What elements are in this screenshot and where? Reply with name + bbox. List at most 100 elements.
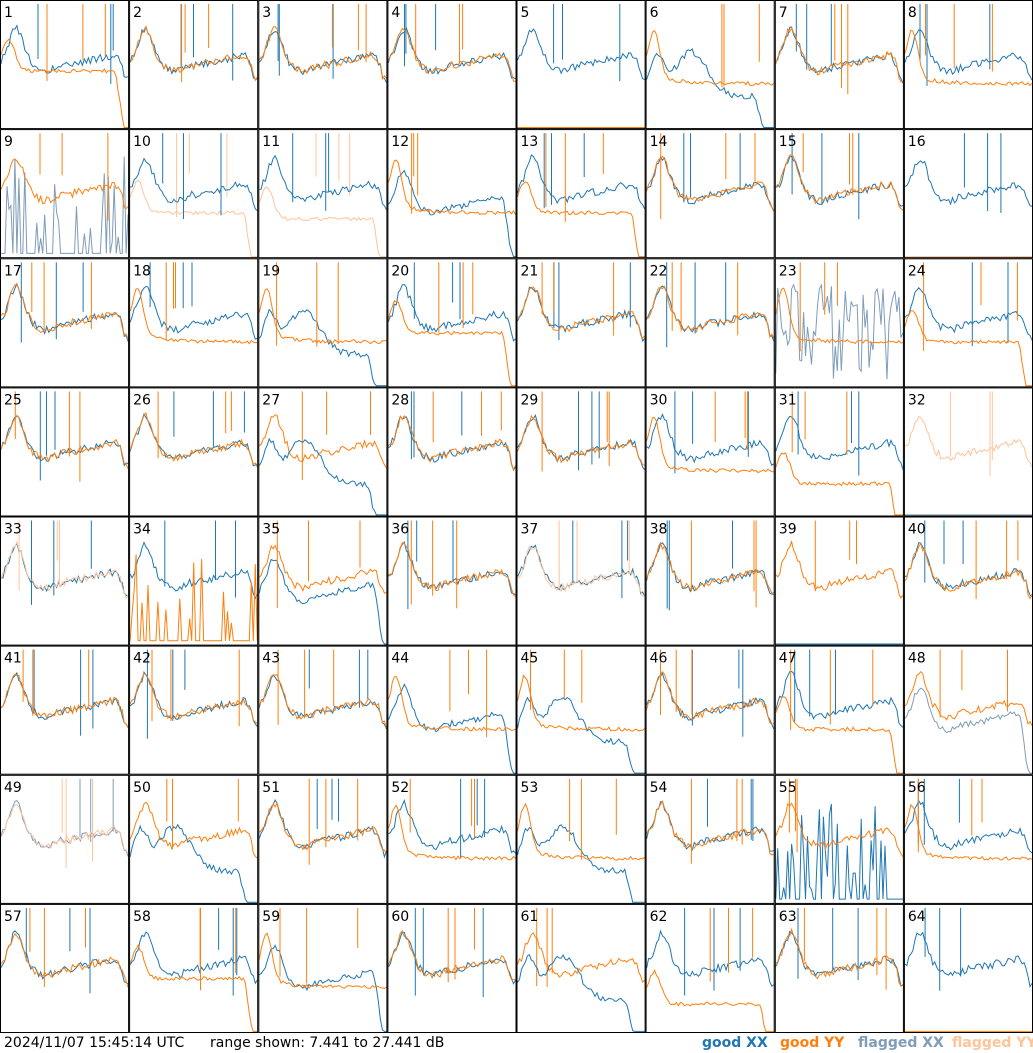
tile-20-frame [387,258,517,388]
tile-25: 25 [0,387,130,517]
tile-55-xx-line [775,803,903,900]
tile-17-label: 17 [4,263,22,279]
tile-58-frame [129,903,259,1033]
tile-18: 18 [129,258,259,388]
tile-31-xx-line [775,415,904,470]
legend-flagged-xx: flagged XX [858,1033,944,1053]
tile-44-xx-line [387,683,516,774]
tile-33: 33 [0,516,130,646]
tile-56-xx-line [904,799,1033,854]
tile-60-yy-line [387,930,516,981]
tile-30: 30 [645,387,775,517]
tile-38-label: 38 [650,522,668,538]
tile-54-xx-line [646,801,774,852]
tile-36-yy-line [388,542,516,597]
tile-37-label: 37 [521,522,539,538]
tile-41-yy-line [0,673,129,728]
tile-30-label: 30 [650,392,668,408]
tile-16-label: 16 [908,134,926,150]
tile-33-yy-line [0,540,129,600]
tile-4-label: 4 [391,5,400,21]
tile-8-frame [903,0,1033,130]
legend-flagged-yy: flagged YY [952,1033,1033,1053]
tile-61-frame [516,903,646,1033]
tile-62-frame [645,903,775,1033]
tile-57: 57 [0,903,130,1033]
tile-23-yy-line [775,287,903,345]
tile-39-frame [774,516,904,646]
legend-flagged-xx-label: flagged [858,1035,918,1051]
tile-37: 37 [516,516,646,646]
tile-19: 19 [258,258,388,388]
tile-49: 49 [0,774,130,904]
tile-58-xx-line [129,931,258,985]
tile-36: 36 [387,516,517,646]
tile-26: 26 [129,387,259,517]
tile-11-yy-line [258,186,387,258]
tile-26-frame [129,387,259,517]
tile-40-yy-line [904,542,1033,600]
tile-63-label: 63 [779,909,797,925]
tile-2: 2 [129,0,259,130]
tile-44-label: 44 [391,651,409,667]
tile-28: 28 [387,387,517,517]
tile-18-xx-line [129,285,258,340]
tile-9-xx-line [1,156,129,254]
tile-22-label: 22 [650,263,668,279]
tile-63-xx-line [775,930,904,987]
tile-48-yy-line [904,670,1033,726]
tile-27-xx-line [258,437,387,516]
tile-14-frame [645,129,775,259]
tile-46-frame [645,645,775,775]
tile-42-yy-line [129,673,258,724]
tile-1-xx-line [0,24,129,78]
tile-54-yy-line [646,800,775,856]
tile-21: 21 [516,258,646,388]
tile-28-yy-line [388,415,516,471]
tile-37-frame [516,516,646,646]
tile-39-yy-line [775,540,904,599]
tile-39-label: 39 [779,522,797,538]
tile-25-yy-line [0,414,129,470]
tile-34-yy-line [129,554,258,642]
tile-48-label: 48 [908,651,926,667]
tile-24-xx-line [904,287,1033,341]
tile-15-label: 15 [779,134,797,150]
tile-53-label: 53 [521,780,539,796]
tile-34-frame [129,516,259,646]
tile-36-frame [387,516,517,646]
tile-59-label: 59 [262,909,280,925]
tile-62-yy-line [646,969,774,1032]
tile-50-frame [129,774,259,904]
tile-24: 24 [903,258,1033,388]
tile-21-yy-line [517,286,645,339]
tile-52-yy-line [387,804,516,861]
tile-19-frame [258,258,388,388]
tile-22: 22 [645,258,775,388]
tile-32-label: 32 [908,392,926,408]
tile-28-frame [387,387,517,517]
legend-flagged-yy-label: flagged [952,1035,1012,1051]
tile-52: 52 [387,774,517,904]
tile-22-frame [645,258,775,388]
tile-25-frame [0,387,130,517]
tile-8: 8 [903,0,1033,130]
tile-57-yy-line [0,932,129,988]
tile-41-frame [0,645,130,775]
tile-9: 9 [0,129,130,259]
tile-37-yy-line [517,545,645,597]
tile-59-yy-line [258,932,387,989]
tile-45-xx-line [517,696,645,774]
tile-5: 5 [516,0,646,130]
tile-45-yy-line [517,674,645,732]
tile-55-frame [774,774,904,904]
tile-7-frame [774,0,904,130]
tile-29-label: 29 [521,392,539,408]
tile-11-frame [258,129,388,259]
tile-21-xx-line [517,286,645,342]
tile-38-xx-line [646,542,774,595]
tile-18-label: 18 [133,263,151,279]
tile-58-label: 58 [133,909,151,925]
tile-10: 10 [129,129,259,259]
tile-32: 32 [903,387,1033,517]
